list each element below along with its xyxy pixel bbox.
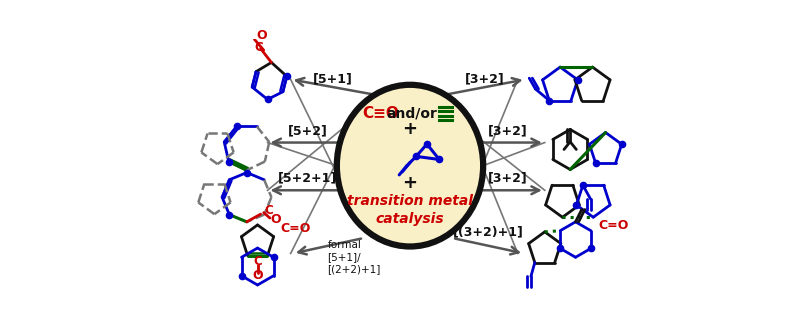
Text: C: C <box>264 204 273 217</box>
Text: [3+2]: [3+2] <box>488 124 528 137</box>
Text: C≡O: C≡O <box>362 106 399 121</box>
Text: [(3+2)+1]: [(3+2)+1] <box>453 225 523 238</box>
Text: [3+2]: [3+2] <box>466 72 505 86</box>
Text: transition metal
catalysis: transition metal catalysis <box>347 194 473 227</box>
Text: and/or: and/or <box>386 106 437 120</box>
Text: C=O: C=O <box>598 219 629 232</box>
Text: O: O <box>252 269 263 282</box>
Text: [5+1]: [5+1] <box>313 72 353 86</box>
Text: +: + <box>402 120 418 138</box>
Text: [5+2+1]: [5+2+1] <box>278 172 338 185</box>
Text: [5+2]: [5+2] <box>288 124 328 137</box>
Text: O: O <box>257 29 267 42</box>
Text: O: O <box>270 213 282 226</box>
Text: +: + <box>402 174 418 192</box>
Ellipse shape <box>337 85 483 246</box>
Text: C: C <box>253 256 262 268</box>
Text: C=O: C=O <box>281 221 311 235</box>
Text: formal
[5+1]/
[(2+2)+1]: formal [5+1]/ [(2+2)+1] <box>328 239 381 274</box>
Text: [3+2]: [3+2] <box>488 172 528 185</box>
Text: C: C <box>254 41 262 53</box>
